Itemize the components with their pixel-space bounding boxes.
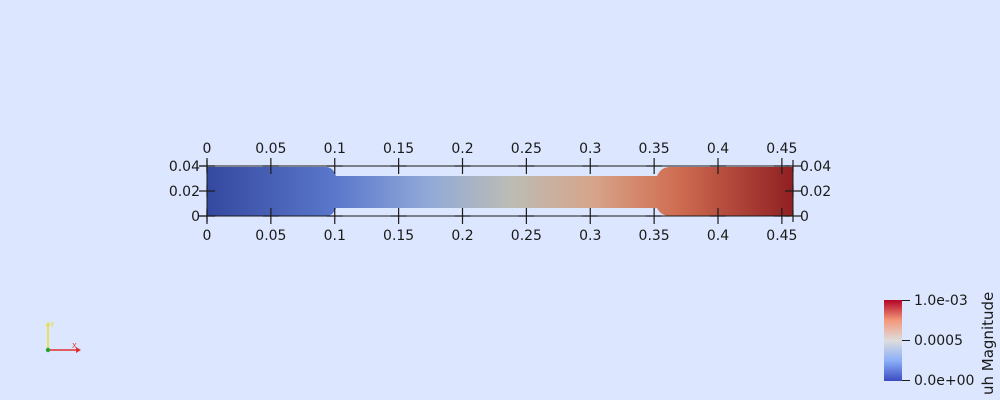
x-tick-label-bottom: 0.25 xyxy=(511,228,542,244)
cross-marker xyxy=(646,158,663,174)
cross-marker xyxy=(454,158,471,174)
x-tick-label-top: 0.15 xyxy=(383,141,414,157)
orientation-y-arrow-icon xyxy=(46,322,50,326)
x-tick-label-top: 0.4 xyxy=(707,141,729,157)
y-tick-label-left: 0.04 xyxy=(169,159,200,175)
x-tick-label-top: 0.05 xyxy=(255,141,286,157)
cross-marker xyxy=(326,158,343,174)
y-tick-label-left: 0 xyxy=(191,209,200,225)
cross-marker xyxy=(582,158,599,174)
orientation-axes-widget[interactable]: Y X xyxy=(45,321,81,353)
x-tick-label-top: 0.3 xyxy=(579,141,601,157)
y-tick-label-right: 0.02 xyxy=(800,184,831,200)
cross-marker xyxy=(454,208,471,224)
x-tick-label-top: 0.1 xyxy=(324,141,346,157)
cross-marker xyxy=(326,208,343,224)
cross-marker xyxy=(785,185,801,197)
x-tick-label-top: 0.25 xyxy=(511,141,542,157)
x-tick-label-top: 0.2 xyxy=(451,141,473,157)
x-tick-label-bottom: 0.4 xyxy=(707,228,729,244)
orientation-x-label: X xyxy=(72,342,77,350)
y-tick-label-left: 0.02 xyxy=(169,184,200,200)
cross-marker xyxy=(785,210,801,222)
y-tick-label-right: 0.04 xyxy=(800,159,831,175)
cross-marker xyxy=(390,208,407,224)
axes-grid: 0 0.05 0.1 0.15 0.2 0.25 0.3 0.35 0.4 0.45 0 0.05 0… xyxy=(169,141,831,244)
x-tick-label-bottom: 0.05 xyxy=(255,228,286,244)
x-tick-label-bottom: 0.1 xyxy=(324,228,346,244)
x-tick-label-bottom: 0.3 xyxy=(579,228,601,244)
x-tick-label-bottom: 0.2 xyxy=(451,228,473,244)
cross-marker xyxy=(518,208,535,224)
x-tick-label-bottom: 0.15 xyxy=(383,228,414,244)
cross-marker xyxy=(262,208,279,224)
cross-marker xyxy=(199,160,215,172)
cross-marker xyxy=(262,158,279,174)
orientation-origin-z-icon xyxy=(45,347,51,353)
orientation-y-label: Y xyxy=(49,321,55,329)
cross-marker xyxy=(785,160,801,172)
y-tick-labels-right: 0 0.02 0.04 xyxy=(800,159,831,225)
colorbar-label-max: 1.0e-03 xyxy=(914,293,968,309)
x-tick-labels-bottom: 0 0.05 0.1 0.15 0.2 0.25 0.3 0.35 0.4 0.45 xyxy=(203,228,798,244)
cross-marker xyxy=(710,158,727,174)
colorbar-gradient xyxy=(884,300,902,381)
cross-marker xyxy=(710,208,727,224)
cross-marker xyxy=(390,158,407,174)
grid-cross-markers xyxy=(199,158,801,224)
colorbar-title: uh Magnitude xyxy=(979,292,997,395)
y-tick-label-right: 0 xyxy=(800,209,809,225)
x-tick-label-top: 0 xyxy=(203,141,212,157)
colorbar-label-min: 0.0e+00 xyxy=(914,373,974,389)
cross-marker xyxy=(518,158,535,174)
orientation-x-arrow-icon xyxy=(76,347,81,353)
specimen-mesh[interactable] xyxy=(207,167,793,216)
y-tick-labels-left: 0 0.02 0.04 xyxy=(169,159,200,225)
x-tick-label-top: 0.45 xyxy=(766,141,797,157)
cross-marker xyxy=(199,185,215,197)
x-tick-label-bottom: 0.45 xyxy=(766,228,797,244)
x-tick-label-bottom: 0.35 xyxy=(639,228,670,244)
cross-marker xyxy=(646,208,663,224)
color-legend[interactable]: 1.0e-03 0.0005 0.0e+00 uh Magnitude xyxy=(884,292,997,395)
x-tick-label-bottom: 0 xyxy=(203,228,212,244)
x-tick-label-top: 0.35 xyxy=(639,141,670,157)
colorbar-label-mid: 0.0005 xyxy=(914,333,963,349)
x-tick-labels-top: 0 0.05 0.1 0.15 0.2 0.25 0.3 0.35 0.4 0.45 xyxy=(203,141,798,157)
cross-marker xyxy=(199,210,215,222)
cross-marker xyxy=(582,208,599,224)
